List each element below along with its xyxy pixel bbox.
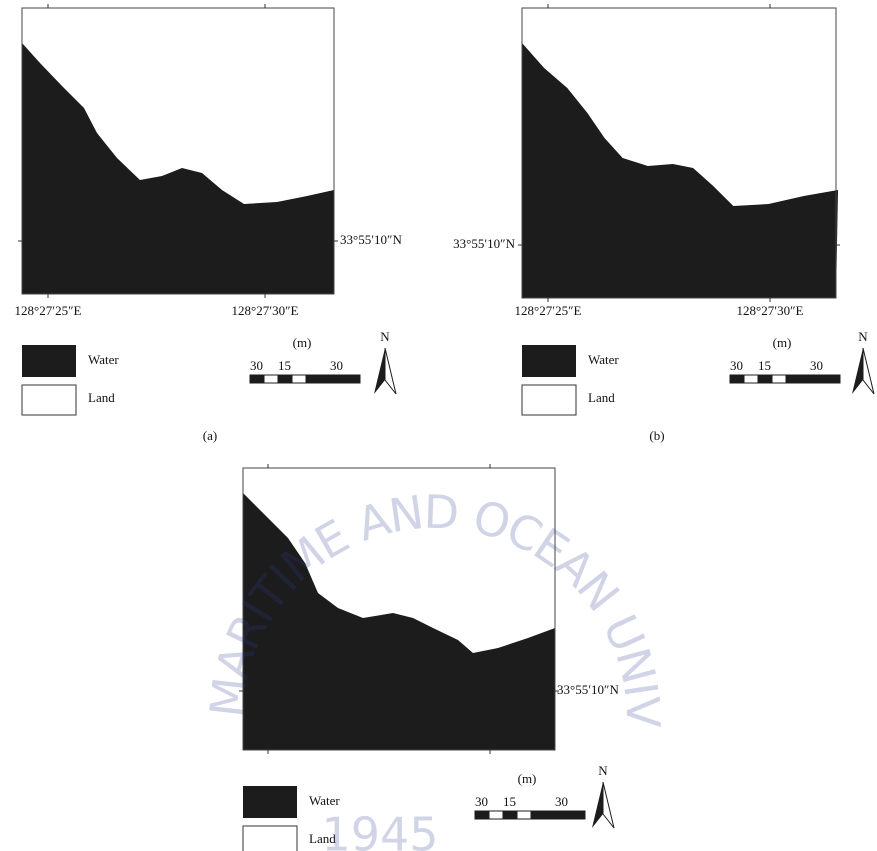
scale-bar [489, 811, 503, 819]
lon-label: 128°27′30″E [737, 303, 804, 318]
scale-bar [730, 375, 744, 383]
north-label: N [380, 329, 390, 344]
scale-label: 30 [810, 358, 823, 373]
north-arrow [374, 348, 385, 394]
scale-label: 30 [555, 794, 568, 809]
legend-label: Water [88, 352, 119, 367]
scale-bar [786, 375, 840, 383]
scale-bar [517, 811, 531, 819]
caption: (a) [203, 428, 217, 443]
scale-bar [278, 375, 292, 383]
north-arrow [863, 348, 874, 394]
north-arrow [852, 348, 863, 394]
scale-label: 30 [250, 358, 263, 373]
scale-label: 15 [503, 794, 516, 809]
legend-water [243, 786, 297, 818]
lon-label: 128°27′25″E [15, 303, 82, 318]
lat-label: 33°55′10″N [340, 232, 402, 247]
north-arrow [603, 782, 614, 828]
legend-label: Land [588, 390, 615, 405]
scale-bar [744, 375, 758, 383]
scale-bar [264, 375, 278, 383]
legend-land [22, 385, 76, 415]
scale-bar [503, 811, 517, 819]
scale-bar [531, 811, 585, 819]
lat-label: 33°55′10″N [453, 236, 515, 251]
figure: 33°55′10″N 128°27′25″E 128°27′30″E Water Lan… [0, 0, 877, 851]
scale-bar [772, 375, 786, 383]
scale-label: 30 [330, 358, 343, 373]
north-label: N [858, 329, 868, 344]
scale-label: 30 [475, 794, 488, 809]
scale-unit: (m) [518, 771, 537, 786]
north-arrow [592, 782, 603, 828]
lon-label: 128°27′30″E [232, 303, 299, 318]
caption: (b) [649, 428, 664, 443]
scale-unit: (m) [293, 335, 312, 350]
lon-label: 128°27′25″E [515, 303, 582, 318]
north-label: N [598, 763, 608, 778]
legend-label: Land [88, 390, 115, 405]
lat-label: 33°55′10″N [557, 682, 619, 697]
legend-land [243, 826, 297, 851]
north-arrow [385, 348, 396, 394]
legend-label: Water [309, 793, 340, 808]
legend-label: Water [588, 352, 619, 367]
scale-bar [475, 811, 489, 819]
scale-unit: (m) [773, 335, 792, 350]
legend-water [22, 345, 76, 377]
scale-bar [250, 375, 264, 383]
scale-bar [758, 375, 772, 383]
watermark-year: 1945 [321, 808, 438, 851]
scale-bar [306, 375, 360, 383]
scale-label: 15 [278, 358, 291, 373]
legend-water [522, 345, 576, 377]
scale-label: 30 [730, 358, 743, 373]
legend-land [522, 385, 576, 415]
scale-bar [292, 375, 306, 383]
scale-label: 15 [758, 358, 771, 373]
